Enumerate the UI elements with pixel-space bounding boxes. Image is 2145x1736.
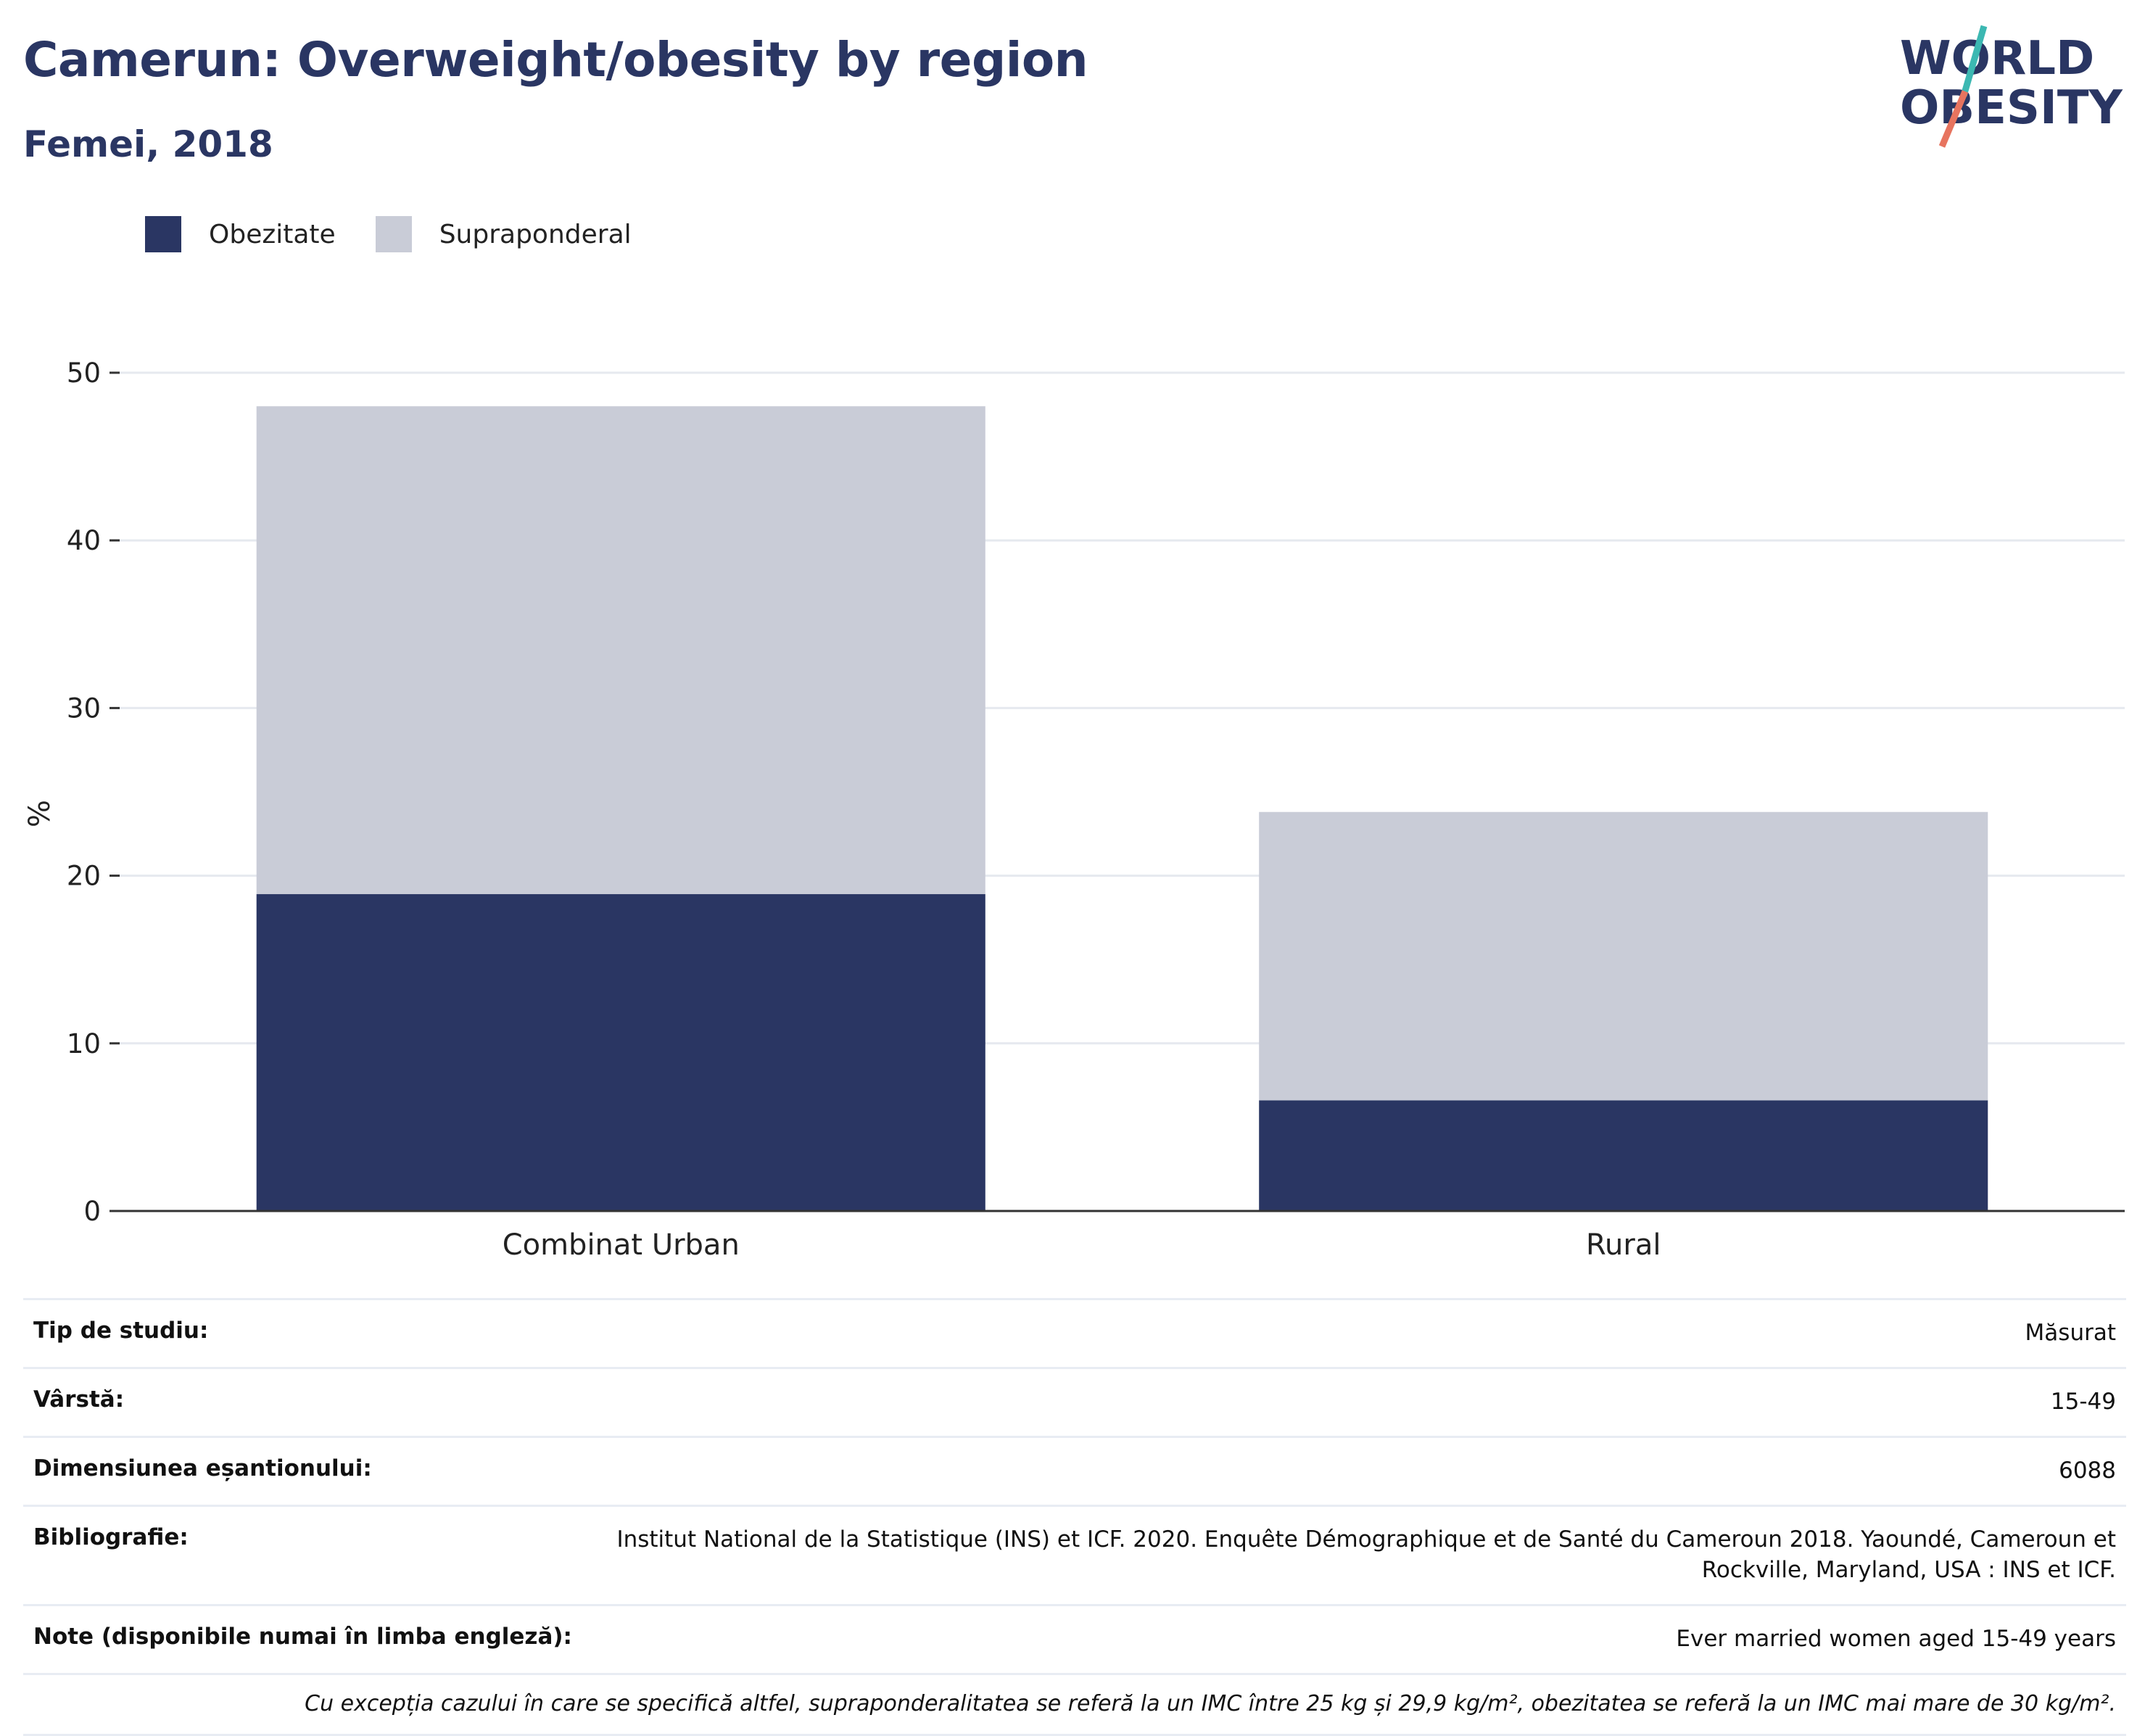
info-row-sample-size: Dimensiunea eșantionului: 6088 <box>23 1436 2126 1505</box>
logo-word-obesity: OBESITY <box>1900 81 2123 135</box>
legend-item-obesity[interactable]: Obezitate <box>145 216 336 252</box>
y-tick-label: 50 <box>67 357 101 389</box>
info-row-study-type: Tip de studiu: Măsurat <box>23 1298 2126 1367</box>
y-tick-label: 20 <box>67 861 101 892</box>
definition-footnote: Cu excepția cazului în care se specifică… <box>23 1673 2126 1736</box>
info-value: 15-49 <box>2050 1389 2116 1415</box>
world-obesity-logo: WORLD OBESITY <box>1900 25 2123 148</box>
bar-overweight <box>1259 811 1988 1101</box>
y-tick-label: 0 <box>83 1196 101 1227</box>
info-value: Ever married women aged 15-49 years <box>1676 1626 2116 1652</box>
logo-slash-coral <box>1938 90 1969 148</box>
legend-swatch-obesity <box>145 216 181 252</box>
info-value: Institut National de la Statistique (INS… <box>616 1526 2116 1583</box>
chart-legend: Obezitate Supraponderal <box>145 216 671 252</box>
logo-slash-teal <box>1960 25 1988 97</box>
info-row-notes: Note (disponibile numai în limba engleză… <box>23 1604 2126 1673</box>
info-key: Dimensiunea eșantionului: <box>33 1455 372 1481</box>
info-row-age: Vârstă: 15-49 <box>23 1367 2126 1436</box>
info-key: Vârstă: <box>33 1386 125 1413</box>
logo-word-world: WORLD <box>1900 32 2094 86</box>
bar-overweight <box>256 406 985 895</box>
page-subtitle: Femei, 2018 <box>23 123 273 165</box>
study-info-table: Tip de studiu: Măsurat Vârstă: 15-49 Dim… <box>23 1298 2126 1736</box>
info-row-bibliography: Bibliografie: Institut National de la St… <box>23 1505 2126 1604</box>
legend-swatch-overweight <box>375 216 412 252</box>
page-title: Camerun: Overweight/obesity by region <box>23 32 1088 88</box>
x-tick-label: Combinat Urban <box>503 1228 740 1262</box>
info-key: Note (disponibile numai în limba engleză… <box>33 1624 572 1650</box>
stacked-bar-chart: 0 10 20 30 40 50% Combinat Urban Rural <box>23 357 2125 1262</box>
info-key: Tip de studiu: <box>33 1318 209 1344</box>
y-tick-label: 10 <box>67 1028 101 1059</box>
info-value: Măsurat <box>2025 1320 2116 1346</box>
legend-label-obesity: Obezitate <box>209 219 336 249</box>
bar-obesity <box>256 894 985 1211</box>
info-value: 6088 <box>2059 1458 2116 1484</box>
y-tick-label: 40 <box>67 525 101 556</box>
legend-label-overweight: Supraponderal <box>439 219 632 249</box>
y-axis-label: % <box>23 800 57 827</box>
x-tick-label: Rural <box>1586 1228 1661 1262</box>
bar-obesity <box>1259 1100 1988 1211</box>
y-tick-label: 30 <box>67 693 101 724</box>
info-key: Bibliografie: <box>33 1524 189 1550</box>
legend-item-overweight[interactable]: Supraponderal <box>375 216 632 252</box>
